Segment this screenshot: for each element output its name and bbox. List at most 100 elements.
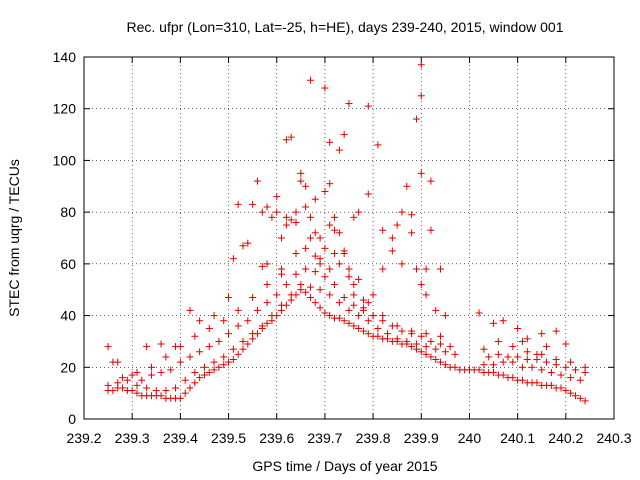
gridlines	[84, 57, 614, 419]
data-point	[494, 350, 502, 358]
data-point	[191, 368, 199, 376]
data-point	[239, 345, 247, 353]
data-point	[335, 299, 343, 307]
data-point	[581, 397, 589, 405]
data-point	[278, 301, 286, 309]
data-point	[437, 358, 445, 366]
data-point	[379, 226, 387, 234]
data-point	[441, 348, 449, 356]
data-point	[331, 226, 339, 234]
data-point	[557, 384, 565, 392]
data-point	[181, 376, 189, 384]
data-point	[210, 312, 218, 320]
data-point	[273, 193, 281, 201]
data-point	[533, 379, 541, 387]
x-tick-label: 240.2	[548, 430, 583, 446]
data-point	[249, 293, 257, 301]
y-tick-label: 60	[60, 256, 76, 272]
data-point	[417, 92, 425, 100]
data-point	[311, 229, 319, 237]
data-point	[205, 343, 213, 351]
data-point	[297, 169, 305, 177]
data-point	[143, 343, 151, 351]
data-point	[234, 322, 242, 330]
data-point	[417, 61, 425, 69]
data-point	[422, 291, 430, 299]
data-point	[210, 358, 218, 366]
data-point	[340, 250, 348, 258]
data-point	[196, 348, 204, 356]
data-point	[263, 281, 271, 289]
data-point	[451, 363, 459, 371]
data-point	[441, 361, 449, 369]
data-point	[475, 309, 483, 317]
data-point	[384, 330, 392, 338]
data-point	[499, 371, 507, 379]
data-point	[287, 133, 295, 141]
data-point	[523, 356, 531, 364]
y-tick-label: 120	[53, 101, 77, 117]
data-point	[562, 387, 570, 395]
x-tick-label: 240.1	[500, 430, 535, 446]
data-point	[331, 250, 339, 258]
data-point	[123, 376, 131, 384]
data-point	[196, 374, 204, 382]
x-tick-label: 239.9	[404, 430, 439, 446]
data-point	[311, 195, 319, 203]
data-point	[398, 327, 406, 335]
data-point	[490, 319, 498, 327]
data-point	[398, 208, 406, 216]
data-point	[220, 353, 228, 361]
data-point	[268, 312, 276, 320]
data-point	[355, 275, 363, 283]
data-point	[292, 218, 300, 226]
data-point	[480, 345, 488, 353]
x-tick-label: 239.5	[211, 430, 246, 446]
data-point	[302, 244, 310, 252]
plot-frame	[83, 56, 615, 420]
data-point	[205, 368, 213, 376]
data-point	[302, 182, 310, 190]
data-point	[162, 387, 170, 395]
data-point	[306, 234, 314, 242]
data-point	[225, 358, 233, 366]
data-point	[490, 361, 498, 369]
data-point	[369, 291, 377, 299]
data-point	[543, 358, 551, 366]
data-point	[181, 389, 189, 397]
data-point	[427, 353, 435, 361]
data-point	[417, 169, 425, 177]
data-point	[514, 353, 522, 361]
data-point	[350, 291, 358, 299]
x-tick-label: 239.6	[259, 430, 294, 446]
data-point	[523, 348, 531, 356]
data-point	[316, 234, 324, 242]
data-point	[119, 384, 127, 392]
data-point	[311, 252, 319, 260]
data-point	[244, 340, 252, 348]
data-point	[475, 366, 483, 374]
x-tick-label: 239.2	[66, 430, 101, 446]
data-point	[176, 394, 184, 402]
data-point	[157, 340, 165, 348]
data-point	[412, 115, 420, 123]
data-point	[172, 343, 180, 351]
data-point	[287, 291, 295, 299]
data-point	[268, 213, 276, 221]
data-point	[518, 363, 526, 371]
data-point	[485, 353, 493, 361]
x-tick-label: 240.3	[596, 430, 631, 446]
data-point	[302, 203, 310, 211]
data-point	[133, 368, 141, 376]
data-point	[326, 291, 334, 299]
data-point	[518, 337, 526, 345]
data-point	[432, 306, 440, 314]
data-point	[393, 221, 401, 229]
data-point	[408, 343, 416, 351]
data-point	[152, 387, 160, 395]
data-point	[393, 335, 401, 343]
data-point	[571, 392, 579, 400]
data-point	[292, 250, 300, 258]
data-point	[210, 366, 218, 374]
data-point	[571, 366, 579, 374]
